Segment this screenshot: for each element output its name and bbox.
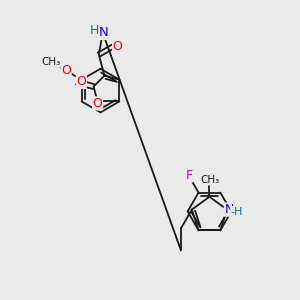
Text: N: N: [224, 203, 234, 216]
Text: O: O: [93, 97, 103, 110]
Text: O: O: [113, 40, 123, 53]
Text: H: H: [90, 24, 100, 37]
Text: O: O: [61, 64, 71, 77]
Text: F: F: [186, 169, 193, 182]
Text: O: O: [76, 76, 86, 88]
Text: N: N: [99, 26, 109, 39]
Text: CH₃: CH₃: [41, 57, 60, 67]
Text: -H: -H: [231, 207, 243, 217]
Text: CH₃: CH₃: [201, 175, 220, 185]
